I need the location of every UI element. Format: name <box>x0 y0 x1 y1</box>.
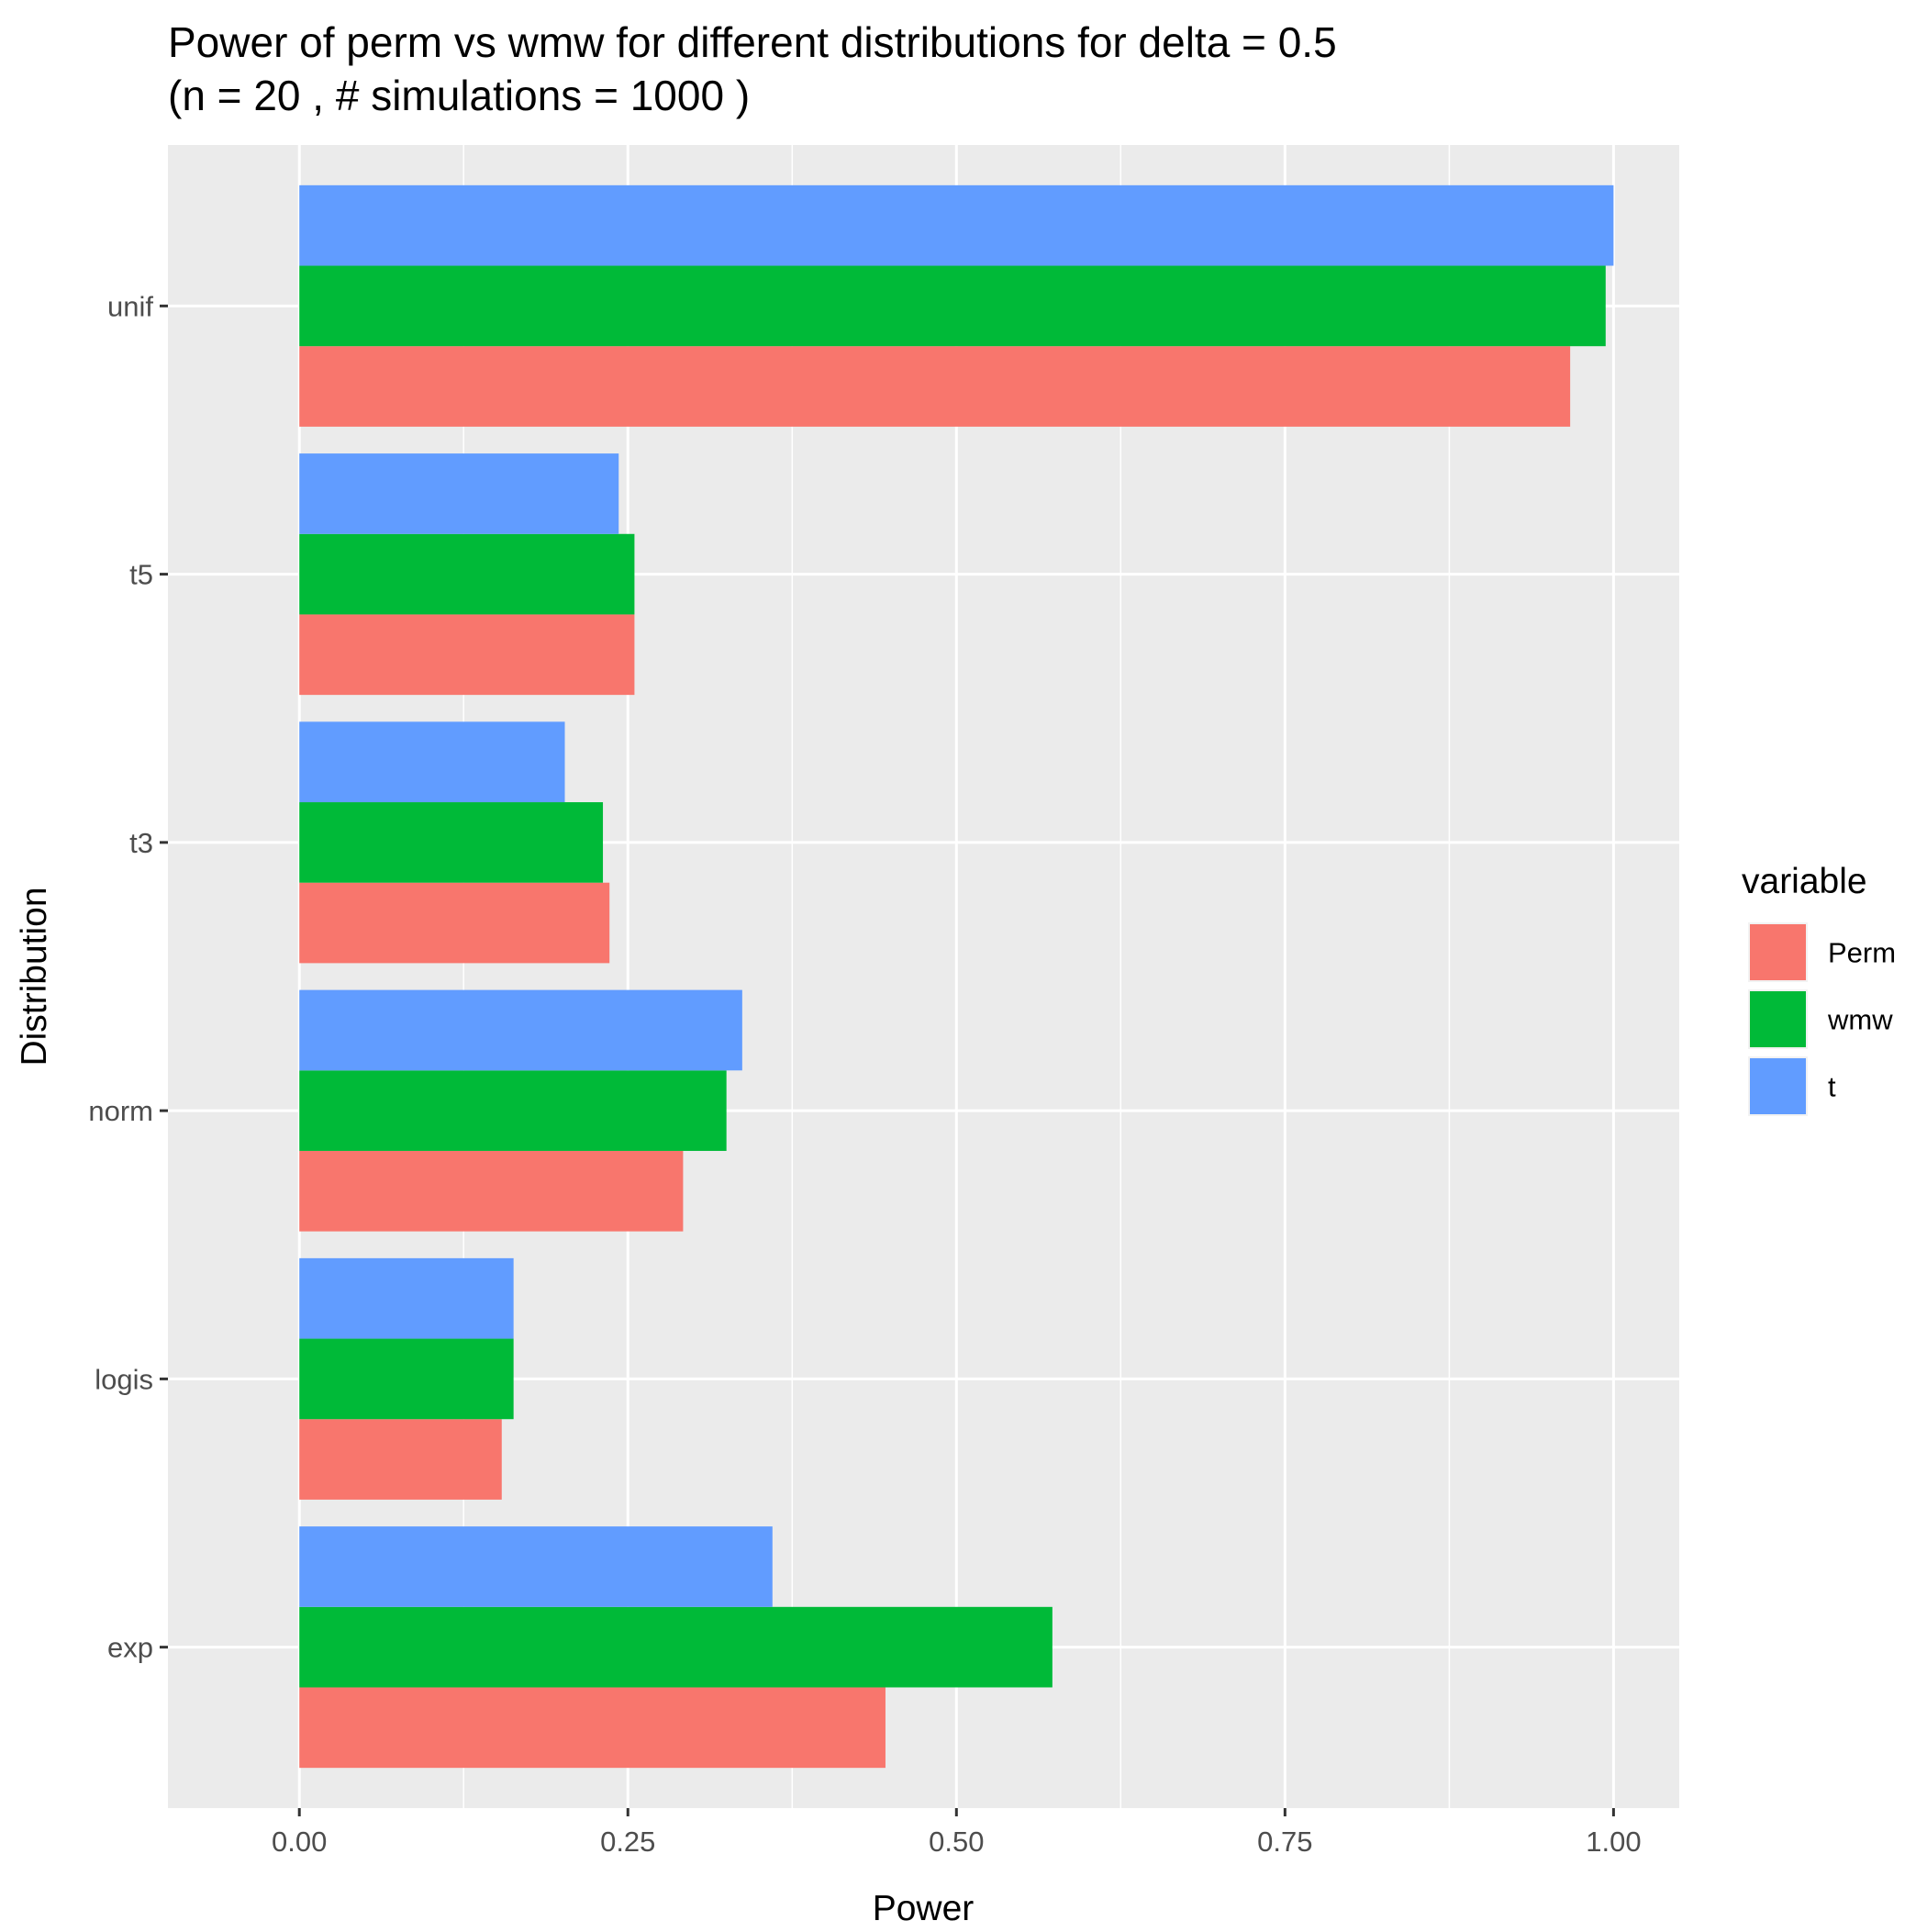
legend-key-wmw <box>1750 991 1806 1047</box>
x-tick-label: 0.25 <box>600 1826 655 1858</box>
bar-t-t3 <box>299 721 565 803</box>
bar-perm-unif <box>299 346 1571 427</box>
y-axis: exp logis norm t3 t5 unif <box>88 290 168 1664</box>
bar-perm-t5 <box>299 614 635 696</box>
bar-t-t5 <box>299 453 619 534</box>
bar-t-exp <box>299 1526 773 1607</box>
bar-wmw-unif <box>299 265 1606 347</box>
bar-perm-t3 <box>299 882 610 964</box>
x-tick-label: 0.50 <box>929 1826 984 1858</box>
y-tick-label-t5: t5 <box>129 559 153 591</box>
bar-t-norm <box>299 989 742 1071</box>
x-tick-label: 0.00 <box>272 1826 327 1858</box>
legend-key-perm <box>1750 924 1806 980</box>
y-tick-label-t3: t3 <box>129 827 153 859</box>
x-tick-label: 1.00 <box>1586 1826 1641 1858</box>
x-tick-label: 0.75 <box>1257 1826 1312 1858</box>
bar-wmw-logis <box>299 1338 514 1420</box>
bar-wmw-t5 <box>299 533 635 615</box>
bar-perm-exp <box>299 1687 886 1769</box>
x-axis: 0.00 0.25 0.50 0.75 1.00 <box>272 1808 1642 1858</box>
y-tick-label-logis: logis <box>95 1363 153 1395</box>
bar-wmw-t3 <box>299 802 604 883</box>
y-tick-label-exp: exp <box>107 1632 153 1664</box>
bar-t-logis <box>299 1257 514 1339</box>
y-tick-label-norm: norm <box>88 1095 153 1127</box>
x-axis-title: Power <box>873 1889 975 1927</box>
legend-label-perm: Perm <box>1828 937 1896 969</box>
bars-layer <box>299 184 1614 1769</box>
bar-wmw-exp <box>299 1606 1053 1688</box>
legend-label-t: t <box>1828 1071 1836 1103</box>
legend-key-t <box>1750 1058 1806 1114</box>
legend-label-wmw: wmw <box>1827 1004 1893 1036</box>
bar-perm-norm <box>299 1150 684 1232</box>
bar-perm-logis <box>299 1419 502 1500</box>
legend: variable Perm wmw t <box>1742 862 1896 1116</box>
legend-title: variable <box>1742 862 1867 901</box>
chart-title: Power of perm vs wmw for different distr… <box>168 18 1337 66</box>
y-tick-label-unif: unif <box>107 290 153 322</box>
bar-wmw-norm <box>299 1070 727 1151</box>
chart-subtitle: (n = 20 , # simulations = 1000 ) <box>168 72 750 119</box>
y-axis-title: Distribution <box>15 887 54 1066</box>
bar-t-unif <box>299 184 1614 266</box>
